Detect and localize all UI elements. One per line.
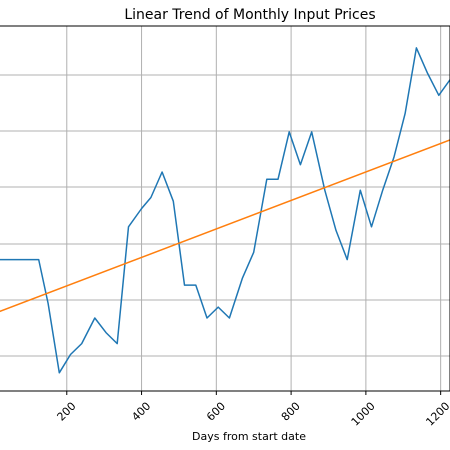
x-tick-label-2: 600	[204, 400, 228, 424]
x-tick-label-4: 1000	[349, 400, 378, 429]
x-tick-label-5: 1200	[423, 400, 450, 429]
series-line-1	[0, 139, 450, 313]
x-tick-label-3: 800	[279, 400, 303, 424]
grid	[0, 26, 450, 391]
x-tick-label-0: 200	[55, 400, 79, 424]
x-axis-ticks: 200 400 600 800 1000 1200	[55, 391, 450, 429]
chart-title: Linear Trend of Monthly Input Prices	[124, 7, 375, 23]
plot-area	[0, 47, 450, 374]
series-line-0	[0, 47, 450, 374]
x-tick-label-1: 400	[129, 400, 153, 424]
axes-frame	[0, 25, 450, 392]
x-axis-label: Days from start date	[192, 430, 306, 443]
